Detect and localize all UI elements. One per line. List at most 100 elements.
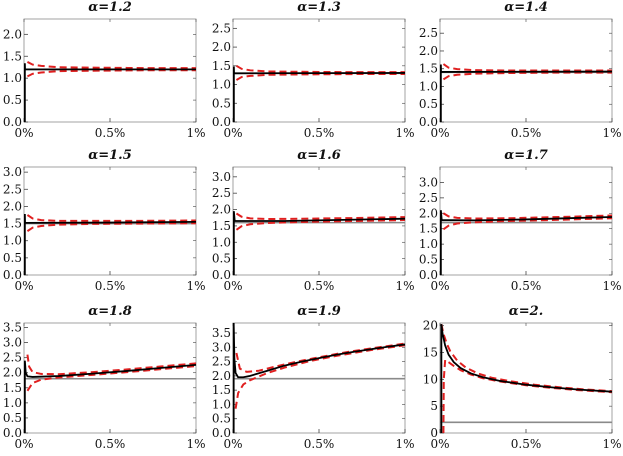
x-tick-label: 0.5% — [304, 279, 335, 293]
x-tick-label: 0% — [223, 279, 242, 293]
y-tick-label: 3.0 — [3, 165, 22, 179]
x-tick-label: 1% — [395, 437, 414, 451]
y-tick-label: 1.0 — [3, 396, 22, 410]
y-tick-label: 2.5 — [419, 191, 438, 205]
lower-band-line — [442, 358, 613, 434]
x-tick-label: 1% — [602, 126, 621, 140]
lower-band-line — [26, 69, 196, 78]
y-tick-label: 2.0 — [419, 44, 438, 58]
y-tick-label: 5 — [430, 399, 438, 413]
y-tick-label: 0.0 — [419, 115, 438, 129]
x-tick-label: 0% — [223, 437, 242, 451]
x-tick-label: 1% — [186, 126, 205, 140]
y-tick-label: 20 — [423, 319, 438, 333]
y-tick-label: 1.5 — [419, 222, 438, 236]
y-tick-label: 2.0 — [212, 203, 231, 217]
upper-band-line — [26, 214, 197, 222]
y-tick-label: 0.5 — [3, 411, 22, 425]
lower-band-line — [26, 365, 197, 392]
estimate-line — [23, 213, 197, 275]
estimate-line — [439, 210, 613, 275]
y-tick-label: 3.0 — [3, 336, 22, 350]
y-tick-label: 0.0 — [3, 426, 22, 440]
y-tick-label: 1.5 — [212, 59, 231, 73]
upper-band-line — [442, 63, 612, 72]
y-tick-label: 0 — [430, 426, 438, 440]
upper-band-line — [235, 212, 406, 221]
x-tick-label: 0.5% — [511, 279, 542, 293]
upper-band-line — [26, 354, 197, 376]
y-tick-label: 0.5 — [3, 93, 22, 107]
panel: α=1.9 0.00.51.01.52.02.53.03.5 0% 0.5% 1% — [212, 304, 415, 451]
panel-title: α=1.9 — [297, 304, 341, 319]
y-tick-label: 0.5 — [419, 253, 438, 267]
y-tick-label: 0.0 — [212, 268, 231, 282]
x-tick-label: 1% — [602, 279, 621, 293]
y-tick-label: 0.5 — [212, 96, 231, 110]
panel-title: α=1.5 — [88, 148, 132, 163]
y-tick-label: 15 — [423, 346, 438, 360]
x-tick-label: 0% — [14, 279, 33, 293]
y-tick-label: 2.0 — [212, 40, 231, 54]
panel: α=1.3 0.0 0.5 1.0 1.5 2.0 2.5 0% 0.5% 1% — [212, 0, 415, 140]
x-tick-label: 1% — [186, 279, 205, 293]
panel: α=2. 0 5 10 15 20 0% 0.5% 1% — [423, 304, 622, 451]
y-tick-label: 2.0 — [3, 366, 22, 380]
y-tick-label: 2.5 — [212, 21, 231, 35]
y-tick-label: 0.0 — [419, 268, 438, 282]
y-tick-label: 3.0 — [212, 170, 231, 184]
x-tick-label: 0.5% — [95, 126, 126, 140]
y-tick-label: 0.0 — [212, 426, 231, 440]
x-tick-label: 1% — [395, 126, 414, 140]
y-tick-label: 3.0 — [212, 340, 231, 354]
y-tick-label: 1.5 — [212, 219, 231, 233]
panel: α=1.4 0.0 0.5 1.0 1.5 2.0 2.5 0% 0.5% 1% — [419, 0, 622, 140]
x-tick-label: 0% — [14, 126, 33, 140]
lower-band-line — [26, 222, 197, 232]
panel-title: α=2. — [509, 304, 543, 319]
upper-band-line — [440, 323, 613, 393]
panel-title: α=1.7 — [504, 148, 548, 163]
y-tick-label: 3.0 — [419, 175, 438, 189]
y-tick-label: 2.5 — [212, 186, 231, 200]
y-tick-label: 2.5 — [3, 351, 22, 365]
y-tick-label: 3.5 — [212, 326, 231, 340]
lower-band-line — [235, 73, 405, 81]
x-tick-label: 0% — [14, 437, 33, 451]
y-tick-label: 3.5 — [3, 321, 22, 335]
x-tick-label: 0.5% — [304, 437, 335, 451]
upper-band-line — [442, 212, 613, 220]
y-tick-label: 2.0 — [3, 27, 22, 41]
y-tick-label: 1.0 — [3, 71, 22, 85]
estimate-line — [440, 323, 613, 433]
y-tick-label: 1.5 — [419, 62, 438, 76]
y-tick-label: 1.5 — [212, 383, 231, 397]
y-tick-label: 1.0 — [3, 234, 22, 248]
y-tick-label: 1.0 — [419, 79, 438, 93]
y-tick-label: 10 — [423, 372, 438, 386]
estimate-line — [23, 63, 196, 122]
x-tick-label: 0.5% — [95, 437, 126, 451]
panel: α=1.8 0.00.51.01.52.02.53.03.5 0% 0.5% 1% — [3, 304, 206, 451]
y-tick-label: 1.5 — [3, 217, 22, 231]
estimate-line — [23, 360, 197, 433]
x-tick-label: 0% — [430, 126, 449, 140]
y-tick-label: 0.5 — [419, 97, 438, 111]
upper-band-line — [26, 61, 196, 70]
y-tick-label: 0.0 — [3, 268, 22, 282]
y-tick-label: 2.5 — [419, 26, 438, 40]
estimate-line — [232, 322, 406, 433]
x-tick-label: 0% — [223, 126, 242, 140]
panel-title: α=1.4 — [504, 0, 548, 15]
estimate-line — [232, 211, 406, 275]
x-tick-label: 0.5% — [95, 279, 126, 293]
x-tick-label: 1% — [602, 437, 621, 451]
estimate-line — [232, 66, 406, 122]
y-tick-label: 1.5 — [3, 381, 22, 395]
y-tick-label: 0.5 — [3, 251, 22, 265]
y-tick-label: 2.5 — [3, 182, 22, 196]
y-tick-label: 0.0 — [3, 115, 22, 129]
y-tick-label: 1.0 — [212, 78, 231, 92]
x-tick-label: 0.5% — [304, 126, 335, 140]
